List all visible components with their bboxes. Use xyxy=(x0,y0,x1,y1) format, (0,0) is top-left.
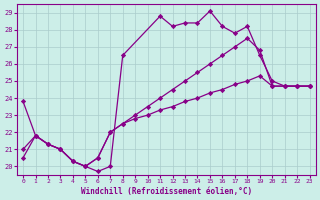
X-axis label: Windchill (Refroidissement éolien,°C): Windchill (Refroidissement éolien,°C) xyxy=(81,187,252,196)
